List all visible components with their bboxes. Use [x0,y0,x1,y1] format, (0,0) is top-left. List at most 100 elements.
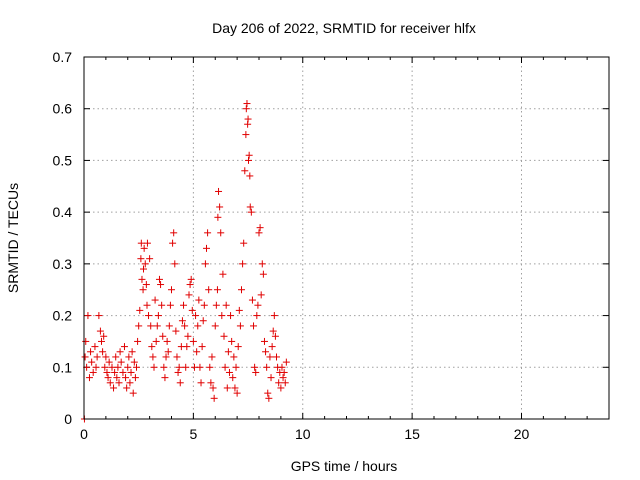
data-point [281,379,289,387]
data-point [268,343,276,351]
x-tick-label: 15 [404,426,420,442]
data-point [88,358,96,366]
data-point [271,332,279,340]
data-point [238,286,245,294]
data-point [115,379,123,387]
data-point [263,363,271,371]
data-point [198,343,206,351]
y-tick-label: 0 [64,411,72,427]
data-point [85,374,93,382]
data-point [241,167,249,175]
data-point [162,353,170,361]
data-point [113,374,121,382]
data-point [143,301,151,309]
data-point [145,312,153,320]
x-axis-label: GPS time / hours [291,458,398,474]
data-point [256,224,264,232]
data-point [151,296,159,304]
data-point [116,348,124,356]
data-point [218,312,226,320]
data-point [245,151,253,159]
y-tick-label: 0.7 [53,49,73,65]
data-point [161,374,169,382]
data-point [99,348,107,356]
x-tick-label: 5 [189,426,197,442]
data-point [138,275,146,283]
data-point [192,312,200,320]
data-point [251,363,259,371]
data-point [139,286,147,294]
data-point [264,389,272,397]
data-point [112,353,120,361]
data-point [157,281,165,289]
data-point [205,286,213,294]
data-point [163,337,171,345]
data-point [216,203,224,211]
data-point [84,312,92,320]
data-point [183,343,191,351]
data-point [250,322,258,330]
data-point [266,353,274,361]
data-point [137,239,145,247]
data-point [201,260,209,268]
data-point [149,353,157,361]
data-point [245,156,252,164]
data-point [137,255,145,263]
data-point [228,337,236,345]
y-tick-label: 0.4 [53,204,73,220]
data-point [81,353,89,361]
data-point [146,255,154,263]
axis-ticks: 0 5 10 15 20 0 0.1 0.2 0.3 0.4 0.5 0.6 0.7 [53,49,609,442]
data-point [93,353,101,361]
data-point [265,394,273,402]
data-point [104,374,112,382]
x-tick-label: 20 [514,426,530,442]
data-point [92,363,100,371]
data-point [262,348,270,356]
data-point [135,322,143,330]
data-point [131,374,139,382]
data-point [196,363,204,371]
data-point [246,172,254,180]
data-point [211,322,219,330]
data-point [206,363,214,371]
data-point [199,317,207,325]
data-point [91,343,99,351]
data-point [125,353,133,361]
data-point [239,260,247,268]
data-point [253,312,261,320]
x-tick-label: 10 [295,426,311,442]
data-point [136,306,144,314]
data-point [172,327,180,335]
data-point [152,337,160,345]
data-point [257,291,265,299]
data-point [101,363,109,371]
y-axis-label: SRMTID / TECUs [5,183,21,293]
data-point [221,363,229,371]
data-point [103,368,111,376]
y-tick-label: 0.3 [53,256,73,272]
data-point [133,363,140,371]
y-tick-label: 0.6 [53,101,73,117]
data-point [169,239,177,247]
data-point [185,291,193,299]
data-point [243,100,251,108]
data-point [98,337,105,345]
data-point [108,363,116,371]
data-point [147,322,155,330]
data-point [252,368,260,376]
data-point [140,244,148,252]
data-point [275,379,283,387]
data-point [246,203,254,211]
data-point [150,363,158,371]
data-point [195,296,203,304]
data-point [208,353,216,361]
data-point [189,337,197,345]
data-point [188,306,196,314]
data-point [209,384,217,392]
data-point [259,270,267,278]
data-point [87,348,95,356]
data-point [126,379,134,387]
data-point [280,368,288,376]
data-point [186,281,194,289]
